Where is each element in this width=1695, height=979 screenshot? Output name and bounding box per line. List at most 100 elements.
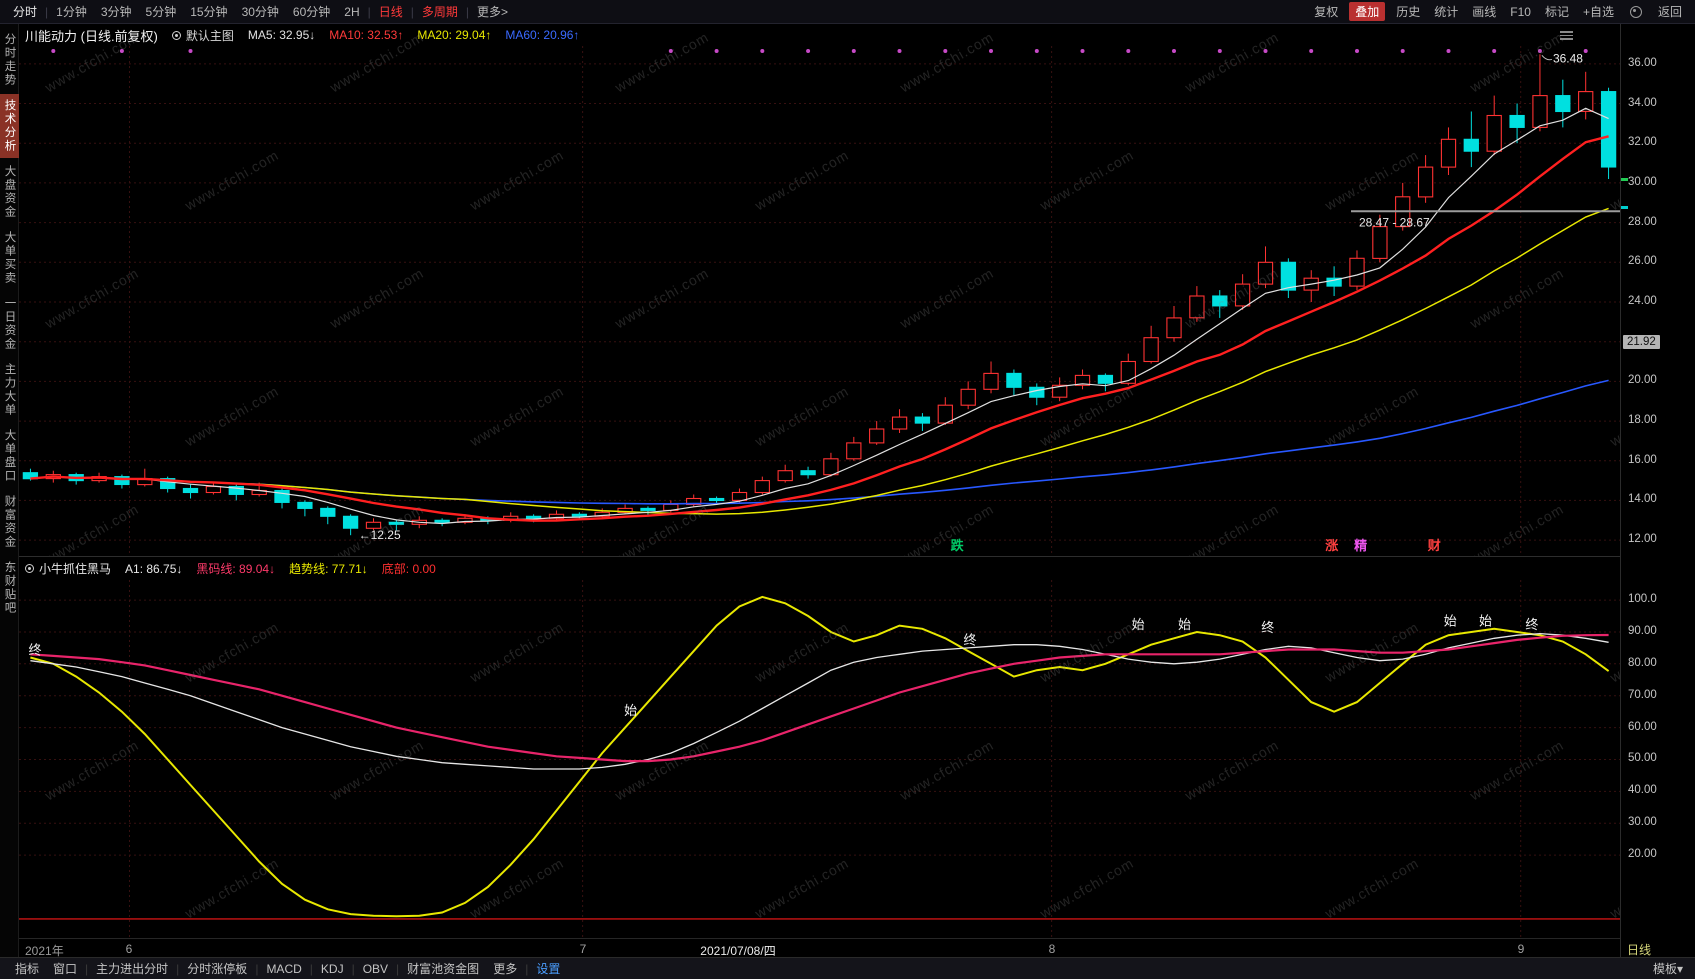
sidebar-item[interactable]: 大单盘口: [3, 429, 16, 483]
toolbar-button[interactable]: 统计: [1434, 5, 1459, 19]
toolbar-button[interactable]: 标记: [1544, 5, 1569, 19]
period-button[interactable]: 5分钟: [145, 5, 177, 19]
chart-annotation: 36.48: [1553, 51, 1583, 65]
sidebar-item[interactable]: 技术分析: [0, 94, 19, 158]
chart-annotation: 始: [1479, 614, 1492, 629]
period-button[interactable]: 2H: [344, 4, 360, 19]
bottom-tab[interactable]: KDJ: [320, 961, 344, 976]
toolbar-button[interactable]: F10: [1510, 4, 1531, 19]
signal-dot: [51, 49, 56, 53]
sidebar-item[interactable]: 大单买卖: [3, 231, 16, 285]
signal-dot: [1263, 49, 1268, 53]
bottom-tab[interactable]: 指标: [15, 962, 40, 976]
main-candlestick-chart[interactable]: 28.47 - 28.67 36.48 ←12.25 跌 涨 精 财: [19, 46, 1620, 556]
radio-icon[interactable]: [25, 564, 34, 573]
price-axis: 36.0034.0032.0030.0028.0026.0024.0022.00…: [1620, 24, 1695, 957]
indicator-name[interactable]: 小牛抓住黑马: [39, 562, 112, 576]
bottom-tab[interactable]: 主力进出分时: [96, 962, 169, 976]
period-button[interactable]: 3分钟: [100, 5, 132, 19]
price-tick-label: 26.00: [1628, 255, 1657, 268]
chart-annotation: 终: [1525, 617, 1538, 632]
price-tick-label: 34.00: [1628, 96, 1657, 109]
ma10-line: [30, 135, 1609, 522]
indicator-header: 小牛抓住黑马 A1: 86.75↓ 黑码线: 89.04↓ 趋势线: 77.71↓ 底…: [19, 556, 1620, 580]
sidebar-item[interactable]: 主力大单: [3, 363, 16, 417]
price-tick-label: 24.00: [1628, 294, 1657, 307]
candle: [205, 485, 222, 494]
signal-dot: [1309, 49, 1314, 53]
period-button[interactable]: 多周期: [421, 5, 458, 19]
indicator-tick-label: 90.00: [1628, 624, 1657, 637]
toolbar-button[interactable]: +自选: [1582, 5, 1614, 19]
period-button[interactable]: 1分钟: [56, 5, 87, 19]
sidebar-item[interactable]: 东财贴吧: [3, 561, 16, 615]
candle: [1463, 138, 1479, 152]
candle: [1509, 114, 1525, 128]
bottom-tab[interactable]: 更多: [493, 962, 518, 976]
top-toolbar-right: 复权 叠加 历史 统计 画线 F10 标记 +自选 返回: [1307, 2, 1689, 21]
bottom-tab[interactable]: OBV: [362, 961, 389, 976]
indicator-tick-label: 20.00: [1628, 848, 1657, 861]
candle: [571, 513, 588, 517]
toolbar-button[interactable]: 叠加: [1349, 2, 1386, 21]
candle: [297, 501, 313, 509]
x-axis-label: 7: [579, 942, 587, 956]
candle: [1143, 337, 1159, 363]
indicator-tick-label: 40.00: [1628, 784, 1657, 797]
signal-dot: [897, 49, 902, 53]
bottom-tab[interactable]: 窗口: [53, 962, 78, 976]
chart-tools-icon[interactable]: [1560, 29, 1573, 42]
sidebar-item[interactable]: 大盘资金: [3, 165, 16, 219]
toolbar-separator: |: [367, 4, 371, 19]
x-axis-label: 6: [125, 942, 133, 956]
candle: [1372, 226, 1388, 259]
period-button[interactable]: 30分钟: [241, 5, 279, 19]
period-button[interactable]: 日线: [378, 5, 403, 19]
bottom-tab[interactable]: 设置: [536, 962, 561, 976]
sidebar-item[interactable]: 一日资金: [3, 297, 16, 351]
template-button[interactable]: 模板▾: [1652, 962, 1683, 976]
candle: [708, 497, 725, 502]
candle: [754, 480, 770, 494]
toolbar-button[interactable]: 画线: [1472, 5, 1497, 19]
candle: [1555, 95, 1571, 113]
chart-header: 川能动力 (日线.前复权) 默认主图 MA5: 32.95↓ MA10: 32.5…: [19, 24, 1620, 46]
settings-gear-icon[interactable]: [1629, 5, 1642, 18]
period-button[interactable]: 15分钟: [190, 5, 228, 19]
candle: [1074, 374, 1091, 386]
toolbar-separator: |: [309, 961, 313, 976]
candle: [274, 489, 290, 503]
indicator-values: A1: 86.75↓ 黑码线: 89.04↓ 趋势线: 77.71↓ 底部: 0.00: [125, 560, 450, 577]
toolbar-separator: |: [45, 4, 49, 19]
signal-dot: [851, 49, 856, 53]
chart-annotation: 涨: [1324, 538, 1338, 553]
bottom-toolbar: 指标 窗口 | 主力进出分时 | 分时涨停板 | MACD | KDJ | OBV | 财富池资金图 更多 |…: [0, 957, 1695, 979]
candle: [1349, 257, 1365, 287]
candle: [342, 515, 359, 529]
period-button[interactable]: 更多>: [477, 5, 509, 19]
toolbar-button[interactable]: 返回: [1657, 5, 1682, 19]
sidebar-item[interactable]: 分时走势: [3, 33, 16, 87]
bottom-tab[interactable]: 财富池资金图: [407, 962, 480, 976]
toolbar-button[interactable]: 复权: [1314, 5, 1339, 19]
candle: [548, 513, 565, 519]
chart-annotation: 精: [1354, 538, 1367, 553]
candle: [114, 476, 130, 486]
candle: [1417, 166, 1434, 198]
main-chart-selector[interactable]: 默认主图: [185, 28, 234, 43]
candle: [914, 416, 931, 424]
period-button[interactable]: 分时: [13, 5, 38, 19]
sidebar-item[interactable]: 财富资金: [3, 495, 16, 549]
bottom-tab[interactable]: 分时涨停板: [187, 962, 248, 976]
radio-icon[interactable]: [171, 30, 181, 40]
candle: [1166, 317, 1182, 339]
signal-dot: [1172, 49, 1176, 53]
bottom-tab[interactable]: MACD: [266, 961, 302, 976]
period-button[interactable]: 60分钟: [292, 5, 331, 19]
signal-dot: [1355, 49, 1359, 53]
indicator-tick-label: 100.0: [1628, 593, 1657, 606]
chart-annotation: ←12.25: [359, 528, 401, 542]
toolbar-button[interactable]: 历史: [1396, 5, 1421, 19]
indicator-chart[interactable]: 终始终始始终始始终: [19, 580, 1620, 938]
candle: [1532, 95, 1548, 128]
